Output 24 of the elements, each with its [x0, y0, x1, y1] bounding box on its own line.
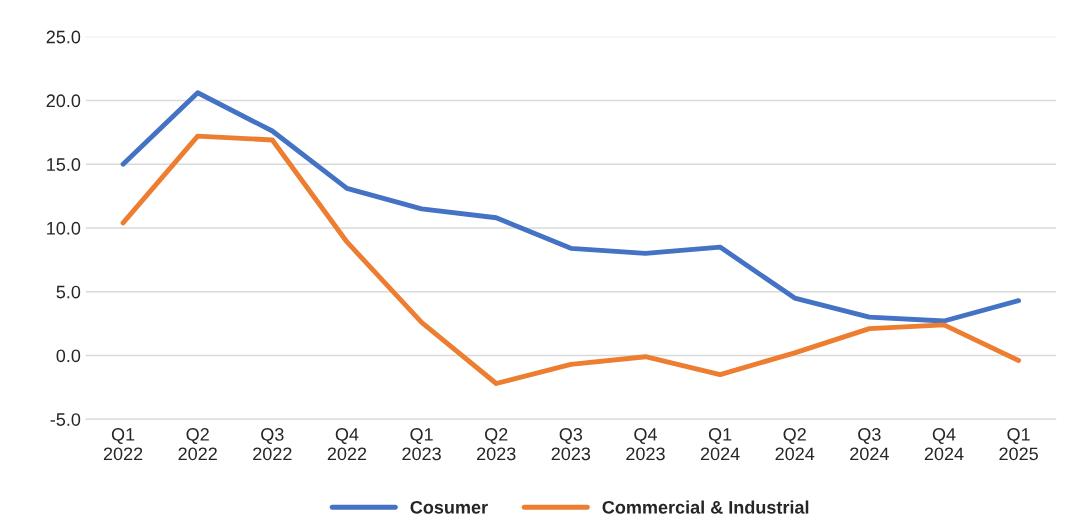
x-tick-label: Q4 2024	[924, 428, 964, 461]
x-tick-label: Q2 2022	[178, 428, 217, 461]
x-tick-label: Q3 2023	[551, 428, 591, 461]
x-tick-label: Q1 2023	[402, 428, 441, 461]
y-tick-label: 0.0	[56, 349, 81, 363]
x-tick-label: Q1 2024	[700, 428, 740, 461]
x-tick-label: Q4 2022	[327, 428, 367, 461]
legend-label: Commercial & Industrial	[602, 500, 809, 514]
x-tick-label: Q4 2023	[626, 428, 665, 461]
y-tick-label: 10.0	[47, 221, 81, 235]
y-tick-label: 15.0	[47, 158, 81, 171]
line-series	[120, 90, 1022, 324]
x-tick-label: Q3 2024	[850, 428, 889, 461]
y-tick-label: 25.0	[46, 30, 81, 44]
y-tick-label: 20.0	[46, 94, 81, 108]
y-tick-label: -5.0	[50, 413, 81, 426]
x-tick-label: Q1 2025	[999, 428, 1038, 461]
legend-label: Cosumer	[410, 500, 488, 514]
y-tick-label: 5.0	[56, 285, 81, 299]
line-series	[120, 133, 1022, 386]
x-tick-label: Q3 2022	[253, 428, 292, 461]
x-tick-label: Q2 2024	[775, 428, 815, 461]
x-tick-label: Q2 2023	[477, 428, 516, 461]
x-tick-label: Q1 2022	[103, 428, 143, 461]
